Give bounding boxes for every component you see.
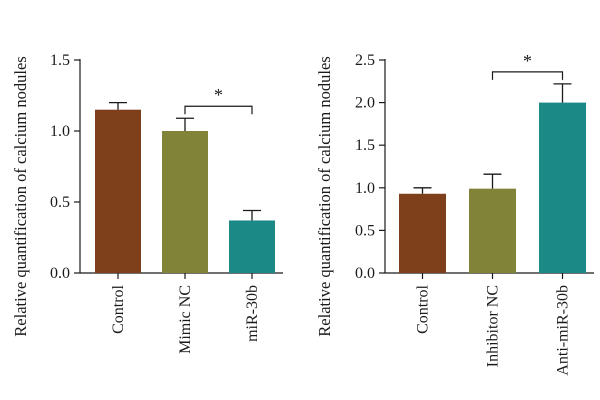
y-axis-label: Relative quantification of calcium nodul… [11, 56, 30, 336]
y-tick-label: 1.5 [50, 52, 70, 69]
right-bar-chart: Relative quantification of calcium nodul… [315, 51, 594, 376]
y-tick-label: 0.5 [355, 222, 375, 239]
y-tick-label: 0.5 [50, 194, 70, 211]
bar-control [95, 109, 141, 273]
x-tick-label: Mimic NC [177, 285, 194, 354]
y-tick-label: 1.5 [355, 137, 375, 154]
bar-mimic-nc [162, 131, 208, 273]
x-tick-label: miR-30b [244, 285, 261, 342]
x-tick-label: Control [415, 284, 432, 333]
significance-bracket [491, 71, 564, 80]
bar-mir-30b [229, 220, 275, 273]
x-tick-label: Control [110, 284, 127, 333]
y-tick-label: 2.5 [355, 52, 375, 69]
left-bar-chart: Relative quantification of calcium nodul… [11, 52, 283, 354]
y-tick-label: 0.0 [355, 265, 375, 282]
x-tick-label: Anti-miR-30b [555, 285, 572, 376]
y-tick-label: 0.0 [50, 265, 70, 282]
y-tick-label: 1.0 [355, 180, 375, 197]
x-tick-label: Inhibitor NC [485, 285, 502, 367]
significance-marker: * [523, 51, 532, 71]
bar-anti-mir-30b [539, 102, 586, 273]
y-axis-label: Relative quantification of calcium nodul… [315, 56, 334, 336]
significance-bracket [184, 105, 253, 115]
bar-control [399, 193, 446, 273]
significance-marker: * [214, 85, 223, 105]
y-tick-label: 1.0 [50, 123, 70, 140]
bar-inhibitor-nc [469, 188, 516, 273]
y-tick-label: 2.0 [355, 95, 375, 112]
